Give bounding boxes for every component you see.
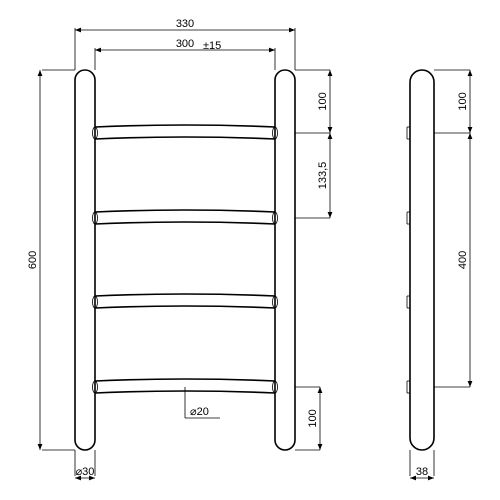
svg-text:±15: ±15 [203, 40, 221, 52]
svg-text:38: 38 [416, 466, 428, 478]
side-view [407, 70, 434, 450]
svg-text:400: 400 [457, 251, 469, 269]
svg-text:⌀20: ⌀20 [190, 406, 209, 418]
svg-text:600: 600 [27, 251, 39, 269]
svg-text:100: 100 [317, 92, 329, 110]
svg-text:300: 300 [176, 38, 194, 50]
svg-text:⌀30: ⌀30 [76, 466, 95, 478]
svg-text:100: 100 [307, 409, 319, 427]
svg-text:133,5: 133,5 [317, 162, 329, 190]
svg-text:100: 100 [457, 92, 469, 110]
svg-text:330: 330 [176, 18, 194, 30]
